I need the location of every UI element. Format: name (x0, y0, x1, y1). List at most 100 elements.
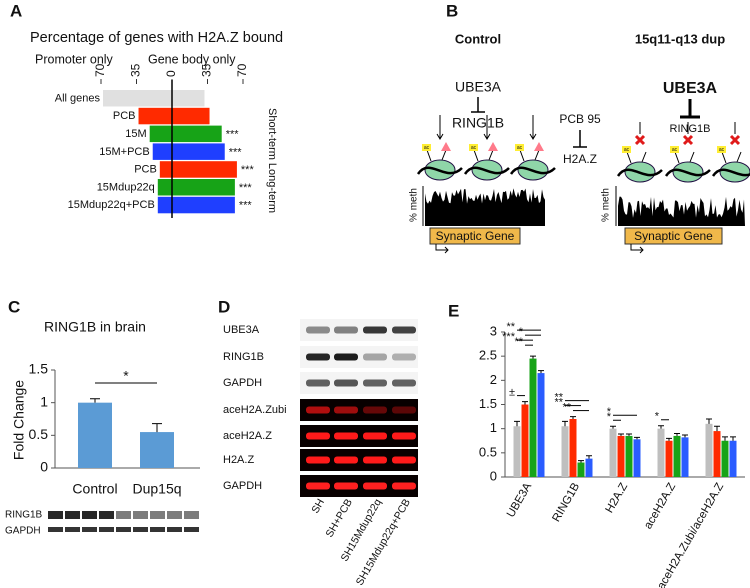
y-tick-label: 0.5 (479, 444, 497, 459)
h2az-mark (441, 142, 451, 151)
bar (609, 428, 617, 477)
blot-row-label: UBE3A (223, 324, 260, 336)
significance-label: ** (554, 391, 563, 403)
axis-label: Promoter only (35, 52, 114, 66)
bar (152, 143, 225, 160)
y-tick-label: 0 (40, 459, 48, 475)
blot-band (334, 432, 358, 440)
error-bar (626, 433, 632, 436)
significance-label: ** (506, 321, 515, 333)
error-bar (634, 436, 640, 440)
blot-band (392, 379, 416, 387)
bar (529, 358, 537, 477)
blot-band (82, 527, 97, 532)
y-tick-label: 0 (490, 468, 497, 483)
x-tick-label: RING1B (550, 481, 582, 524)
bar (521, 404, 529, 477)
y-tick-label: 1 (40, 393, 48, 409)
blot-band (334, 406, 358, 414)
h2az-mark (534, 142, 544, 151)
x-tick-label: UBE3A (505, 481, 534, 520)
bar (561, 426, 569, 477)
blot-band (334, 326, 358, 334)
diagram-heading: 15q11-q13 dup (635, 31, 725, 46)
bar (665, 440, 673, 477)
blot-band (150, 511, 165, 519)
category-label: 15M (125, 128, 146, 140)
bar (729, 440, 737, 477)
blocked-mark (729, 134, 741, 146)
blot-band (306, 482, 330, 490)
annotation: *** (241, 164, 255, 176)
significance-label: ** (514, 336, 523, 348)
x-tick-label: 0 (164, 70, 178, 77)
error-bar (730, 436, 736, 441)
bar (157, 196, 235, 214)
inhibit (680, 99, 700, 119)
arrow (483, 115, 491, 140)
dna (664, 168, 711, 177)
blot-band (48, 511, 63, 519)
bar (159, 161, 237, 178)
bar (657, 428, 665, 477)
blot-bg (300, 475, 418, 497)
blot-band (334, 482, 358, 490)
bar (721, 440, 729, 477)
blot-row-label: H2A.Z (223, 454, 254, 466)
error-bar (562, 420, 568, 427)
stalk (426, 149, 447, 162)
blot-band (99, 527, 114, 532)
bar (78, 402, 112, 468)
significance-label: ± (509, 387, 515, 399)
y-tick-label: 0.5 (29, 426, 49, 442)
annotation: *** (226, 129, 240, 141)
bar (585, 458, 593, 477)
blot-band (99, 511, 114, 519)
chart-title: RING1B in brain (44, 319, 146, 335)
blot-row-label: GAPDH (223, 480, 262, 492)
y-tick-label: 1.5 (29, 361, 49, 377)
gene-box (624, 227, 723, 245)
blot-band (334, 379, 358, 387)
blot-row-label: GAPDH (223, 377, 262, 389)
tss-arrow (435, 244, 449, 254)
blot-row-label: RING1B (223, 351, 264, 363)
category-label: All genes (55, 92, 101, 104)
label: H2A.Z (563, 152, 597, 166)
significance-label: ** (562, 401, 571, 413)
blot-band (306, 432, 330, 440)
gene-label: RING1B (670, 123, 711, 135)
ac-mark (422, 144, 431, 151)
blot-band (306, 406, 330, 414)
error-bar (674, 433, 680, 436)
blot-label: GAPDH (5, 526, 41, 537)
significance-label: *** (502, 331, 516, 343)
dna (416, 166, 463, 175)
blot-band (116, 511, 131, 519)
error-bar (658, 425, 664, 429)
blot-band (133, 527, 148, 532)
ac-text: ac (624, 147, 630, 153)
lane-label: SH (309, 497, 327, 516)
error-bar (706, 418, 712, 424)
x-tick-label: 70 (93, 63, 107, 77)
y-tick-label: 1 (490, 420, 497, 435)
inhibit (573, 130, 587, 148)
ac-text: ac (719, 147, 725, 153)
ac-text: ac (424, 145, 430, 151)
blot-band (167, 527, 182, 532)
bar (149, 125, 222, 143)
ac-mark (515, 144, 524, 151)
blot-bg (300, 372, 418, 394)
lane-label: SH+PCB (323, 497, 355, 540)
lane-label: SH15Mdup22q+PCB (354, 497, 413, 588)
error-bar (514, 420, 520, 427)
error-bar (90, 398, 100, 403)
ac-mark (622, 146, 631, 153)
error-bar (538, 370, 544, 374)
blot-band (392, 406, 416, 414)
y-tick-label: 2 (490, 372, 497, 387)
tss-arrow (630, 244, 644, 254)
blocked-mark (682, 134, 694, 146)
